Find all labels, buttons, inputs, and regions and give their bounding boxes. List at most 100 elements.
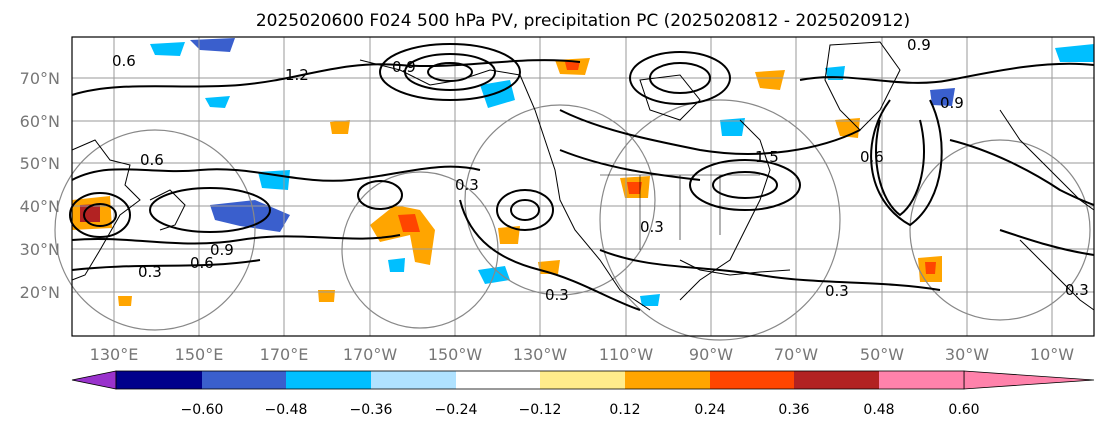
precip-negative-region	[720, 118, 745, 136]
contour-label: 0.6	[112, 52, 136, 70]
colorbar-bin	[202, 371, 286, 389]
pv-contour	[799, 62, 1095, 84]
colorbar-tick-label: −0.12	[519, 402, 562, 418]
colorbar-bin	[456, 371, 540, 389]
precip-positive-region	[755, 70, 785, 90]
contour-label: 0.9	[940, 94, 964, 112]
colorbar-extend-low	[71, 370, 117, 390]
pv-contour	[71, 165, 481, 182]
longitude-label: 150°E	[175, 345, 224, 364]
north-america-east-coast	[679, 119, 771, 301]
precip-pc-shading	[72, 38, 1094, 306]
pv-contour	[559, 109, 861, 155]
longitude-label: 130°W	[513, 345, 568, 364]
longitude-label: 70°W	[774, 345, 818, 364]
contour-label: 0.6	[860, 148, 884, 166]
colorbar-tick-label: 0.48	[863, 402, 894, 418]
precip-positive-region	[398, 214, 420, 232]
latitude-axis: 70°N 60°N 50°N 40°N 30°N 20°N	[20, 69, 60, 302]
precip-negative-region	[258, 170, 290, 190]
pv-contour	[689, 159, 801, 211]
north-america-west-coast	[519, 74, 651, 311]
contour-label: 0.3	[545, 286, 569, 304]
longitude-label: 110°W	[599, 345, 654, 364]
colorbar-bin	[286, 371, 371, 389]
pv-contour	[649, 62, 711, 94]
contour-label: 0.3	[455, 176, 479, 194]
greenland-coastline	[824, 41, 901, 131]
longitude-axis: 130°E 150°E 170°E 170°W 150°W 130°W 110°…	[90, 345, 1075, 364]
precip-positive-region	[118, 296, 132, 306]
latitude-label: 50°N	[20, 154, 60, 173]
contour-label: 0.3	[825, 282, 849, 300]
colorbar-bin	[794, 371, 879, 389]
pv-contour	[629, 51, 731, 105]
contour-label: 1.5	[755, 148, 779, 166]
pv-contour	[496, 189, 554, 231]
longitude-label: 150°W	[428, 345, 483, 364]
map-frame	[71, 36, 1095, 337]
contour-label: 0.6	[140, 151, 164, 169]
latitude-label: 20°N	[20, 283, 60, 302]
latitude-label: 70°N	[20, 69, 60, 88]
contour-label: 0.3	[138, 263, 162, 281]
contour-label: 0.9	[392, 58, 416, 76]
pv-contour	[83, 203, 117, 227]
pv-contour	[999, 229, 1095, 256]
longitude-label: 90°W	[689, 345, 733, 364]
precip-positive-region	[330, 120, 350, 134]
colorbar-tick-label: −0.24	[435, 402, 478, 418]
colorbar-outline	[115, 370, 965, 390]
colorbar-bin	[625, 371, 710, 389]
contour-label: 0.3	[640, 218, 664, 236]
asia-coastline	[71, 139, 141, 281]
colorbar-tick-label: 0.24	[694, 402, 725, 418]
contour-label: 0.3	[1065, 281, 1089, 299]
pv-contour	[404, 53, 496, 91]
pv-contour	[379, 43, 521, 101]
pv-contour	[149, 187, 271, 233]
colorbar-tick-label: −0.48	[265, 402, 308, 418]
pv-contour	[510, 199, 540, 221]
colorbar-bin	[371, 371, 456, 389]
africa-coastline	[1019, 239, 1095, 311]
precip-negative-region	[480, 80, 515, 108]
pv-contour	[69, 192, 131, 238]
precip-negative-region	[190, 38, 235, 52]
hudson-bay	[639, 74, 701, 121]
pv-contour	[870, 99, 943, 227]
contour-label: 1.2	[285, 66, 309, 84]
precip-positive-region	[318, 290, 335, 302]
colorbar-tick-label: −0.60	[181, 402, 224, 418]
precip-positive-region	[498, 226, 520, 244]
us-borders	[600, 174, 760, 250]
range-circles	[54, 99, 1091, 341]
pv-contour	[459, 199, 641, 311]
colorbar-extend-high	[963, 370, 1095, 390]
longitude-label: 30°W	[945, 345, 989, 364]
precip-positive-region	[627, 182, 642, 194]
colorbar-tick-label: 0.60	[948, 402, 979, 418]
pv-contour	[712, 171, 778, 199]
pv-contour	[599, 249, 941, 291]
europe-coastline	[999, 109, 1095, 211]
longitude-label: 10°W	[1030, 345, 1074, 364]
pv-contours	[69, 43, 1095, 311]
contour-label: 0.9	[210, 241, 234, 259]
precip-positive-region	[370, 205, 435, 265]
precip-negative-region	[388, 258, 405, 272]
pv-contour	[427, 62, 473, 82]
longitude-label: 170°E	[260, 345, 309, 364]
latitude-label: 40°N	[20, 197, 60, 216]
coastlines	[71, 41, 1095, 311]
precip-positive-region	[565, 61, 580, 70]
pv-contour	[949, 139, 1095, 206]
caribbean-coastline	[679, 259, 791, 276]
pv-contour	[559, 149, 701, 181]
precip-negative-region	[205, 96, 230, 108]
map-panel: 0.6 1.2 0.9 0.6 0.3 0.9 0.9 0.6 0.3 0.3 …	[54, 36, 1095, 341]
contour-label: 0.9	[907, 36, 931, 54]
precip-negative-region	[640, 294, 660, 306]
pv-contour	[71, 259, 261, 271]
